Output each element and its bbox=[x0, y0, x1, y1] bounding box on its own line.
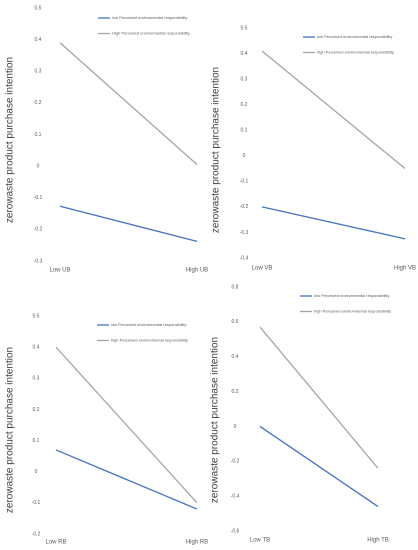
y-tick-label: 0 bbox=[37, 163, 40, 169]
y-tick-label: -0.6 bbox=[231, 528, 240, 534]
y-tick-label: 0.6 bbox=[232, 319, 239, 325]
y-tick-label: -0.3 bbox=[34, 258, 43, 264]
legend-label: low Perceived environmental responsibili… bbox=[111, 322, 186, 327]
y-tick-label: -0.2 bbox=[231, 459, 240, 465]
series-line bbox=[59, 42, 198, 166]
y-tick-label: 0.3 bbox=[35, 69, 42, 75]
series-line bbox=[59, 205, 198, 243]
x-tick-label: High UB bbox=[186, 268, 208, 274]
y-tick-label: 0.4 bbox=[35, 37, 42, 43]
x-tick-label: High RB bbox=[186, 540, 208, 546]
y-tick-label: 0.2 bbox=[232, 389, 239, 395]
y-tick-label: -0.2 bbox=[34, 227, 43, 233]
x-tick-label: Low RB bbox=[45, 540, 66, 546]
series-line bbox=[55, 449, 198, 510]
y-tick-label: -0.3 bbox=[240, 230, 249, 236]
y-tick-label: 0.4 bbox=[232, 354, 239, 360]
y-tick-label: 0.3 bbox=[241, 76, 248, 82]
y-axis-label: zerowaste product purchase intention bbox=[211, 67, 222, 233]
y-axis-label: zerowaste product purchase intention bbox=[210, 337, 221, 503]
y-tick-label: 0 bbox=[234, 424, 237, 430]
series-line bbox=[261, 206, 406, 240]
legend-label: high Perceived environmental responsibil… bbox=[317, 50, 394, 55]
x-tick-label: Low TB bbox=[250, 538, 270, 544]
y-tick-label: 0.8 bbox=[232, 284, 239, 290]
y-tick-label: 0.5 bbox=[33, 313, 40, 319]
legend-label: high Perceived environmental responsibil… bbox=[314, 309, 391, 314]
y-tick-label: 0.5 bbox=[35, 5, 42, 11]
series-line bbox=[261, 50, 406, 170]
legend-label: high Perceived environmental responsibil… bbox=[111, 338, 188, 343]
y-tick-label: -0.1 bbox=[32, 500, 41, 506]
y-tick-label: 0 bbox=[35, 469, 38, 475]
series-line bbox=[259, 425, 379, 508]
y-axis-label: zerowaste product purchase intention bbox=[5, 347, 16, 513]
legend-label: High Perceived environmental responsibil… bbox=[112, 31, 190, 36]
y-tick-label: 0.4 bbox=[241, 51, 248, 57]
y-axis-label: zerowaste product purchase intention bbox=[5, 57, 16, 223]
x-tick-label: Low UB bbox=[49, 268, 70, 274]
y-tick-label: 0 bbox=[243, 153, 246, 159]
series-line bbox=[259, 326, 379, 469]
y-tick-label: 0.4 bbox=[33, 344, 40, 350]
y-tick-label: -0.4 bbox=[240, 255, 249, 261]
legend-label: low Perceived environmental responsibili… bbox=[317, 34, 392, 39]
y-tick-label: -0.4 bbox=[231, 493, 240, 499]
y-tick-label: 0.3 bbox=[33, 376, 40, 382]
x-tick-label: High TB bbox=[367, 538, 389, 544]
y-tick-label: 0.2 bbox=[35, 100, 42, 106]
y-tick-label: 0.1 bbox=[241, 128, 248, 134]
y-tick-label: 0.2 bbox=[33, 407, 40, 413]
y-tick-label: -0.2 bbox=[32, 531, 41, 537]
y-tick-label: 0.5 bbox=[241, 25, 248, 31]
x-tick-label: High VB bbox=[394, 266, 416, 272]
x-tick-label: Low VB bbox=[252, 266, 273, 272]
y-tick-label: 0.1 bbox=[35, 132, 42, 138]
legend-label: low Perceived environmental responsibili… bbox=[314, 293, 389, 298]
y-tick-label: -0.1 bbox=[34, 195, 43, 201]
y-tick-label: 0.2 bbox=[241, 102, 248, 108]
y-tick-label: -0.1 bbox=[240, 179, 249, 185]
y-tick-label: 0.1 bbox=[33, 438, 40, 444]
y-tick-label: -0.2 bbox=[240, 204, 249, 210]
series-line bbox=[55, 346, 198, 504]
legend-label: low Perceived environmental responsibili… bbox=[112, 15, 187, 20]
